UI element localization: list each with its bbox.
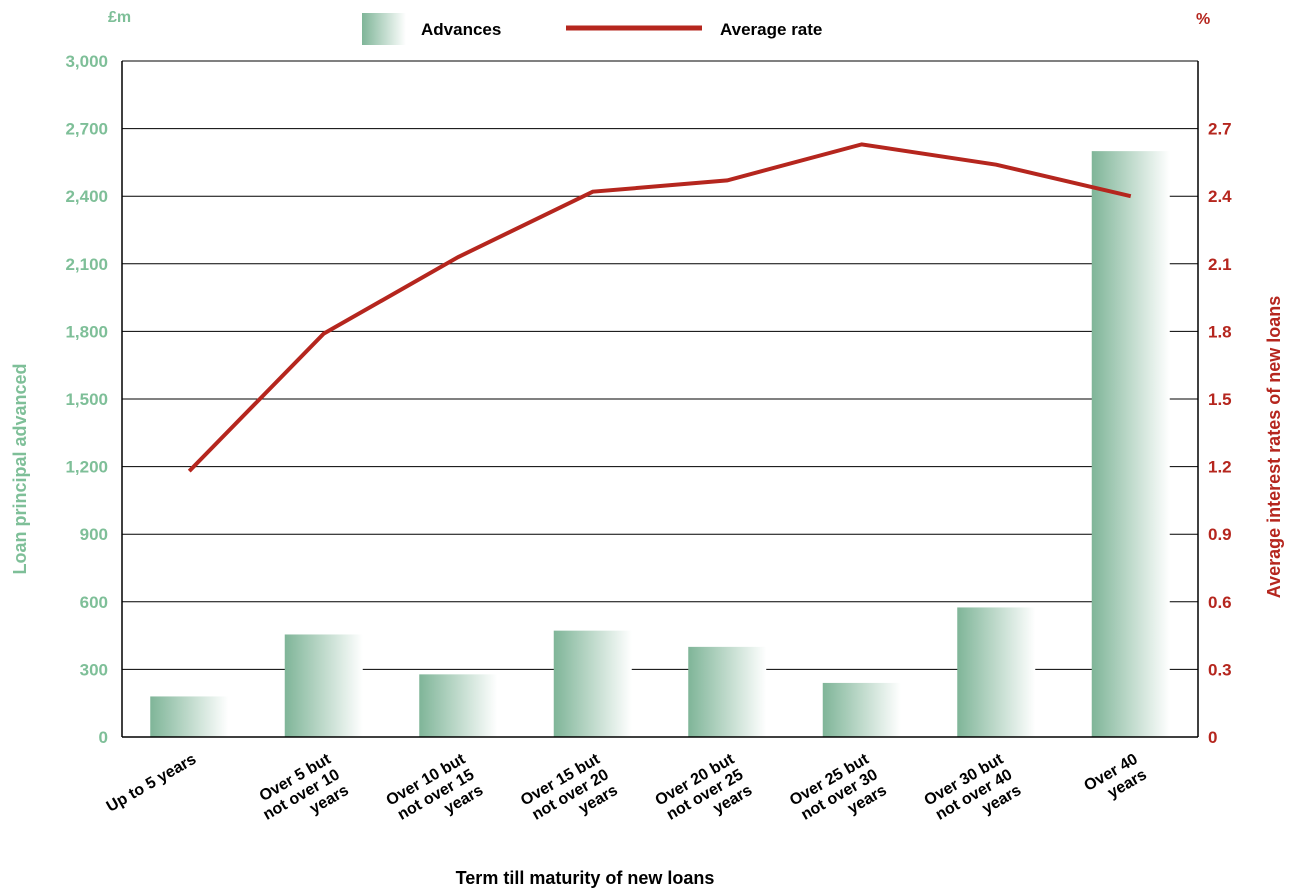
bars bbox=[150, 151, 1170, 738]
left-tick-label: 1,500 bbox=[65, 390, 108, 409]
right-tick-label: 0.9 bbox=[1208, 525, 1232, 544]
left-tick-label: 2,400 bbox=[65, 187, 108, 206]
bar-advances bbox=[553, 630, 632, 737]
bar-advances bbox=[419, 674, 498, 737]
x-axis-title: Term till maturity of new loans bbox=[456, 868, 715, 888]
left-tick-label: 300 bbox=[80, 660, 108, 679]
right-tick-labels: 0 0.3 0.6 0.9 1.2 1.5 1.8 2.1 2.4 2.7 bbox=[1208, 120, 1232, 747]
bar-advances bbox=[822, 682, 901, 737]
right-tick-label: 2.7 bbox=[1208, 120, 1232, 139]
left-tick-label: 1,800 bbox=[65, 322, 108, 341]
bar-advances bbox=[688, 646, 767, 737]
y-axis-left-title: Loan principal advanced bbox=[10, 363, 30, 574]
right-tick-label: 2.4 bbox=[1208, 187, 1232, 206]
y-axis-right-title: Average interest rates of new loans bbox=[1264, 296, 1284, 598]
legend-advances-label: Advances bbox=[421, 20, 501, 39]
legend-average-rate-label: Average rate bbox=[720, 20, 822, 39]
left-tick-label: 600 bbox=[80, 593, 108, 612]
legend-advances-swatch bbox=[362, 13, 406, 45]
rate-line-layer bbox=[187, 142, 1132, 473]
axes bbox=[121, 61, 1199, 738]
bar-advances bbox=[150, 696, 229, 737]
bar-advances bbox=[1091, 151, 1170, 738]
left-tick-label: 3,000 bbox=[65, 52, 108, 71]
right-tick-label: 1.2 bbox=[1208, 458, 1232, 477]
right-tick-label: 2.1 bbox=[1208, 255, 1232, 274]
legend: Advances Average rate bbox=[362, 13, 822, 45]
rate-line bbox=[187, 142, 1132, 473]
right-unit-label: % bbox=[1196, 11, 1210, 28]
right-tick-label: 0.3 bbox=[1208, 660, 1232, 679]
left-tick-label: 0 bbox=[99, 728, 108, 747]
category-label-line: Up to 5 years bbox=[104, 751, 200, 816]
left-tick-label: 1,200 bbox=[65, 458, 108, 477]
bar-advances bbox=[957, 607, 1036, 737]
gridlines bbox=[122, 60, 1198, 670]
left-tick-label: 2,100 bbox=[65, 255, 108, 274]
right-tick-label: 0.6 bbox=[1208, 593, 1232, 612]
left-unit-label: £m bbox=[108, 9, 131, 26]
bar-advances bbox=[284, 634, 363, 737]
left-tick-labels: 0 300 600 900 1,200 1,500 1,800 2,100 2,400 2,700… bbox=[65, 52, 108, 747]
right-tick-label: 0 bbox=[1208, 728, 1217, 747]
category-label: Up to 5 years bbox=[104, 751, 200, 816]
left-tick-label: 2,700 bbox=[65, 120, 108, 139]
right-tick-label: 1.8 bbox=[1208, 322, 1232, 341]
right-tick-label: 1.5 bbox=[1208, 390, 1232, 409]
left-tick-label: 900 bbox=[80, 525, 108, 544]
